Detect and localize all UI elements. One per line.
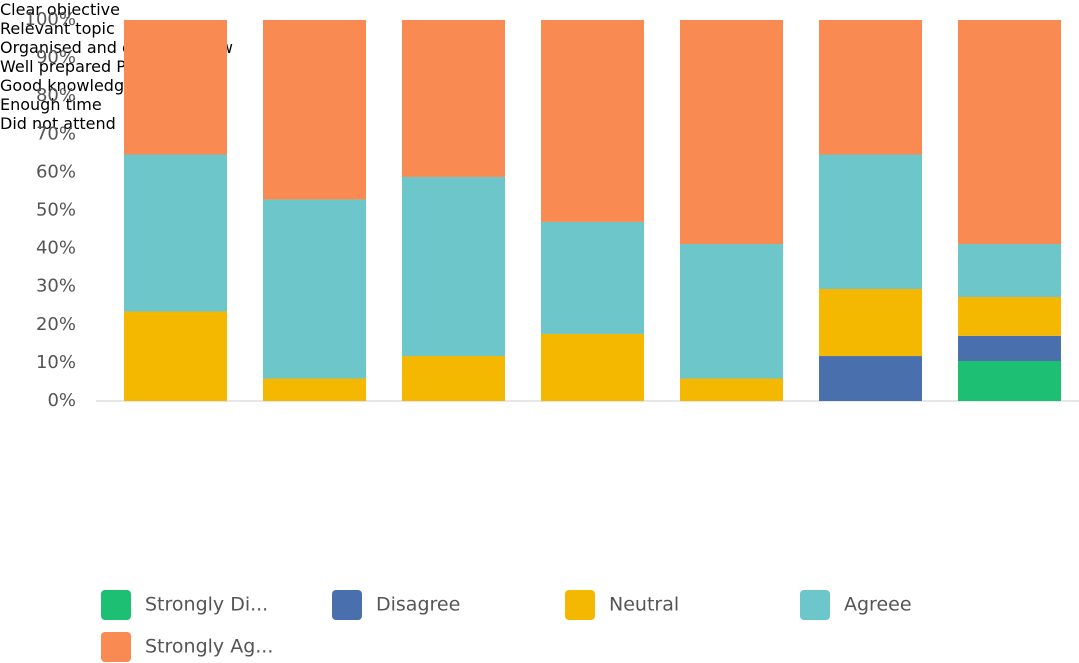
bar-segment: [819, 356, 922, 401]
bar-segment: [263, 20, 366, 200]
y-tick-label: 70%: [36, 123, 76, 144]
x-tick-label: Good knowledge: [0, 76, 134, 95]
y-tick-label: 40%: [36, 238, 76, 259]
bar-segment: [819, 288, 922, 357]
bar-segment: [541, 221, 644, 334]
y-tick-label: 60%: [36, 161, 76, 182]
bar-segment: [958, 296, 1061, 336]
bar-segment: [402, 20, 505, 177]
bar-segment: [263, 199, 366, 379]
bar-segment: [680, 244, 783, 379]
legend-label: Strongly Ag...: [145, 636, 273, 658]
y-tick-label: 90%: [36, 47, 76, 68]
y-tick-label: 100%: [25, 9, 76, 30]
bar-segment: [124, 154, 227, 312]
legend-swatch: [101, 632, 131, 662]
bar-segment: [680, 378, 783, 401]
x-tick-label: Did not attend: [0, 114, 116, 133]
bar-segment: [680, 20, 783, 245]
y-tick-label: 30%: [36, 276, 76, 297]
bar-segment: [819, 154, 922, 289]
bar-segment: [958, 360, 1061, 401]
bar-segment: [124, 20, 227, 155]
legend-swatch: [332, 590, 362, 620]
bar-segment: [958, 20, 1061, 245]
x-tick-label: Well prepared PP: [0, 57, 136, 76]
y-tick-label: 50%: [36, 200, 76, 221]
x-tick-label: Relevant topic: [0, 19, 115, 38]
bar-segment: [402, 176, 505, 357]
x-tick-label: Clear objective: [0, 0, 120, 19]
bar-segment: [263, 378, 366, 401]
bar-segment: [124, 311, 227, 401]
bar-segment: [958, 244, 1061, 297]
legend-swatch: [101, 590, 131, 620]
bar-segment: [541, 20, 644, 222]
y-tick-label: 80%: [36, 85, 76, 106]
x-tick-label: Enough time: [0, 95, 102, 114]
legend-label: Neutral: [609, 594, 679, 616]
legend-swatch: [800, 590, 830, 620]
y-tick-label: 20%: [36, 314, 76, 335]
y-tick-label: 10%: [36, 352, 76, 373]
bar-segment: [958, 335, 1061, 361]
bar-segment: [819, 20, 922, 155]
legend-label: Strongly Di...: [145, 594, 268, 616]
legend-label: Agreee: [844, 594, 912, 616]
legend-swatch: [565, 590, 595, 620]
bar-segment: [402, 356, 505, 401]
legend-label: Disagree: [376, 594, 460, 616]
y-tick-label: 0%: [47, 390, 76, 411]
bar-segment: [541, 333, 644, 401]
